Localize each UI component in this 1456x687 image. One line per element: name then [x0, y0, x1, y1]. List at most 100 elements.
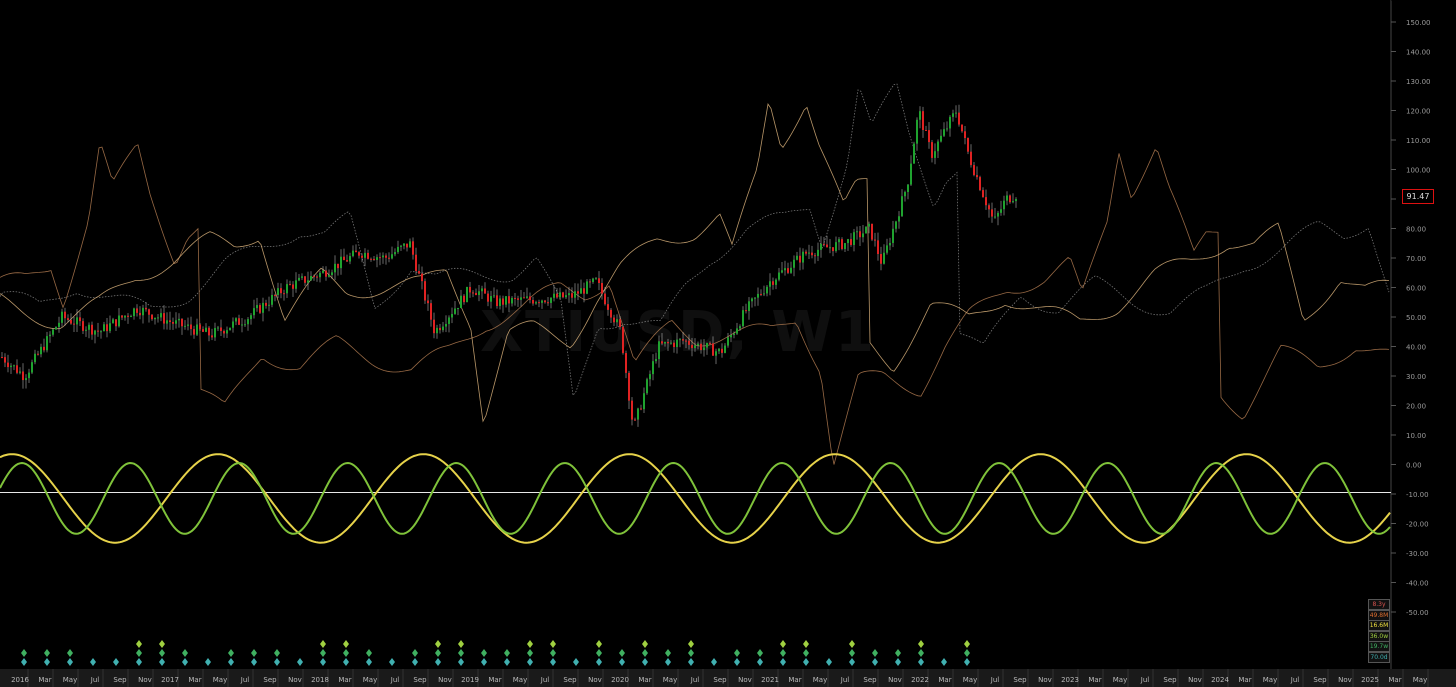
candle-body: [16, 365, 18, 373]
candle-body: [373, 258, 375, 260]
cycle-marker: [734, 649, 740, 657]
cycle-marker: [550, 649, 556, 657]
cycle-marker: [21, 658, 27, 666]
candle-body: [574, 291, 576, 298]
candle-body: [10, 365, 12, 368]
cycle-marker: [757, 658, 763, 666]
x-tick-label: May: [63, 676, 77, 684]
candle-body: [190, 324, 192, 330]
candle-body: [298, 277, 300, 281]
candle-body: [706, 342, 708, 348]
candle-body: [340, 256, 342, 269]
cycle-label: 16.6M: [1368, 620, 1390, 631]
candle-body: [718, 348, 720, 352]
candle-body: [613, 317, 615, 323]
candle-body: [664, 341, 666, 344]
candle-body: [685, 340, 687, 342]
candle-body: [94, 330, 96, 335]
candle-body: [196, 324, 198, 335]
candle-body: [409, 241, 411, 248]
candle-body: [280, 288, 282, 294]
candle-body: [694, 345, 696, 349]
cycle-marker: [481, 649, 487, 657]
candle-body: [730, 334, 732, 338]
y-tick-label: 50.00: [1406, 314, 1426, 322]
candle-body: [142, 307, 144, 316]
cycle-marker: [67, 649, 73, 657]
x-tick-label: May: [1263, 676, 1277, 684]
candle-body: [241, 324, 243, 326]
candle-body: [538, 302, 540, 304]
candle-body: [88, 324, 90, 330]
cycle-marker: [251, 658, 257, 666]
candle-body: [649, 374, 651, 380]
candle-body: [994, 216, 996, 218]
candle-body: [226, 330, 228, 334]
candle-body: [691, 344, 693, 349]
x-tick-label: May: [1113, 676, 1127, 684]
cycle-marker: [136, 649, 142, 657]
candle-body: [145, 307, 147, 310]
candle-body: [811, 252, 813, 256]
candle-body: [556, 293, 558, 298]
candle-body: [22, 371, 24, 381]
candle-body: [529, 296, 531, 300]
cycle-marker: [504, 658, 510, 666]
candle-body: [124, 315, 126, 318]
candle-body: [958, 112, 960, 125]
x-tick-label: Jul: [990, 676, 1000, 684]
candle-body: [469, 286, 471, 293]
candle-body: [334, 263, 336, 273]
candle-body: [250, 315, 252, 320]
candle-body: [331, 272, 333, 276]
candle-body: [475, 292, 477, 296]
candle-body: [28, 372, 30, 379]
candle-body: [490, 296, 492, 302]
cycle-marker: [343, 640, 349, 648]
candle-body: [724, 345, 726, 353]
candle-body: [139, 312, 141, 316]
candle-body: [391, 254, 393, 259]
candle-body: [301, 276, 303, 278]
candle-body: [289, 284, 291, 286]
candle-body: [316, 276, 318, 278]
candle-body: [244, 324, 246, 326]
candle-body: [286, 284, 288, 294]
candle-body: [799, 255, 801, 263]
cycle-marker: [44, 658, 50, 666]
cycle-marker: [458, 640, 464, 648]
x-tick-label: Sep: [713, 676, 727, 684]
candle-body: [19, 371, 21, 373]
cycle-marker: [159, 649, 165, 657]
candle-body: [679, 339, 681, 341]
oscillator-line: [0, 461, 1391, 535]
candle-body: [802, 251, 804, 263]
candle-body: [451, 313, 453, 318]
candle-body: [508, 296, 510, 304]
candle-body: [832, 247, 834, 252]
candle-body: [85, 329, 87, 331]
candle-body: [820, 243, 822, 250]
cycle-marker: [872, 649, 878, 657]
candle-body: [70, 319, 72, 324]
candle-body: [46, 336, 48, 351]
cycle-marker: [803, 658, 809, 666]
candle-body: [412, 241, 414, 255]
x-tick-label: Jul: [1290, 676, 1300, 684]
candle-body: [364, 252, 366, 258]
cycle-marker: [550, 658, 556, 666]
candle-body: [541, 300, 543, 303]
x-tick-label: Sep: [1013, 676, 1027, 684]
candle-body: [523, 297, 525, 299]
overlay-line: [0, 144, 1390, 465]
candle-body: [430, 303, 432, 320]
candle-body: [31, 362, 33, 373]
candle-body: [505, 296, 507, 305]
x-tick-label: Jul: [1140, 676, 1150, 684]
candle-body: [940, 135, 942, 142]
candle-body: [517, 298, 519, 300]
candle-body: [673, 342, 675, 348]
candle-body: [577, 291, 579, 294]
candle-body: [550, 297, 552, 303]
candle-body: [946, 128, 948, 130]
